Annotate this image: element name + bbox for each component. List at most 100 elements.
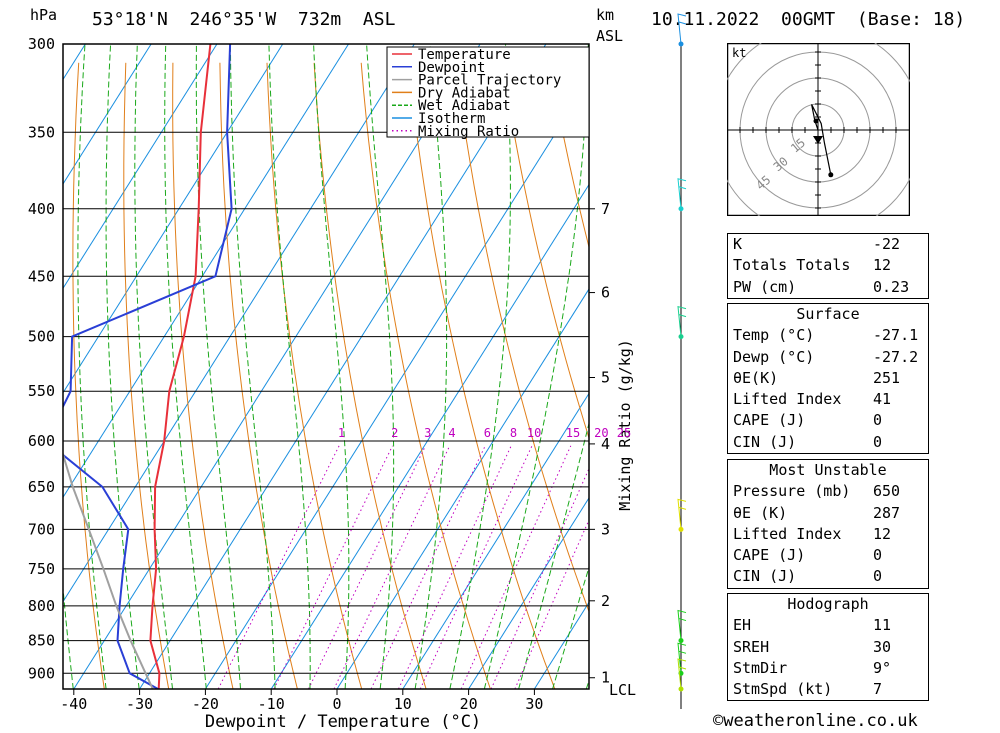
wet-adiabat-line	[449, 44, 511, 689]
pressure-tick-label: 400	[28, 200, 55, 218]
hodograph-stat-label: StmSpd (kt)	[733, 680, 833, 699]
hodograph-stat-value: 9°	[873, 658, 892, 677]
legend-entry: Parcel Trajectory	[418, 73, 561, 89]
pressure-tick-label: 850	[28, 632, 55, 650]
isotherm-line	[63, 44, 284, 394]
isotherm-line	[336, 288, 589, 689]
isotherm-line	[63, 44, 349, 499]
wind-barb-icon	[677, 498, 687, 530]
km-tick-label: 6	[601, 284, 610, 302]
plot-frame	[62, 43, 590, 690]
wind-barb-icon	[677, 178, 687, 209]
index-value: -22	[873, 235, 901, 253]
pressure-tick-label: 900	[28, 664, 55, 682]
most-unstable-row: CAPE (J) 0	[728, 545, 928, 566]
km-tick-label: 1	[601, 669, 610, 687]
most-unstable-row: θE (K) 287	[728, 503, 928, 524]
most-unstable-value: 650	[873, 482, 901, 501]
surface-table: Surface Temp (°C) -27.1 Dewp (°C) -27.2 θE(K)…	[727, 303, 929, 455]
hodograph-stat-row: EH 11	[728, 615, 928, 636]
mixing-ratio-label: 25	[617, 426, 631, 440]
dry-adiabat-line	[123, 62, 170, 689]
most-unstable-value: 0	[873, 546, 883, 565]
wet-adiabat-line	[195, 44, 241, 689]
wind-profile	[677, 13, 687, 709]
most-unstable-row: CIN (J) 0	[728, 566, 928, 587]
surface-label: CAPE (J)	[733, 411, 806, 430]
surface-label: CIN (J)	[733, 432, 797, 451]
location-title: 53°18'N 246°35'W 732m ASL	[92, 9, 396, 30]
isotherm-line	[63, 44, 415, 603]
most-unstable-row: Lifted Index 12	[728, 524, 928, 545]
wet-adiabat-line	[164, 44, 207, 689]
surface-value: 0	[873, 432, 883, 451]
x-tick-label: -30	[126, 695, 153, 713]
isotherm-line	[0, 44, 20, 689]
storm-motion-icon	[813, 136, 823, 144]
hodograph-stat-label: SREH	[733, 637, 770, 656]
index-row: PW (cm) 0.23	[728, 277, 928, 298]
hodograph-unit-label: kt	[732, 46, 746, 60]
km-tick-label: 4	[601, 435, 610, 453]
most-unstable-label: CIN (J)	[733, 567, 797, 586]
pressure-tick-label: 450	[28, 267, 55, 285]
surface-label: Temp (°C)	[733, 326, 815, 345]
chart-axes: 300350400450500550600650700750800850900-…	[28, 35, 636, 732]
mixing-ratio-label: 4	[448, 426, 455, 440]
x-tick-label: 20	[460, 695, 478, 713]
indices-table: K -22 Totals Totals 12 PW (cm) 0.23	[727, 233, 929, 299]
mixing-ratio-label: 3	[424, 426, 431, 440]
wet-adiabat-line	[134, 44, 173, 689]
pressure-tick-label: 750	[28, 560, 55, 578]
wet-adiabat-line	[63, 582, 74, 689]
isotherm-line	[270, 183, 589, 689]
dry-adiabat-line	[313, 62, 427, 689]
surface-row: θE(K) 251	[728, 368, 928, 389]
x-tick-label: -40	[60, 695, 87, 713]
index-label: K	[733, 235, 743, 253]
index-label: Totals Totals	[733, 256, 851, 275]
dewpoint-line	[63, 44, 233, 689]
hodograph-stat-row: SREH 30	[728, 637, 928, 658]
surface-row: CAPE (J) 0	[728, 410, 928, 431]
surface-value: 251	[873, 368, 901, 387]
mixing-ratio-axis-label: Mixing Ratio (g/kg)	[616, 339, 634, 511]
legend-entry: Dry Adiabat	[418, 85, 511, 101]
x-axis-label: Dewpoint / Temperature (°C)	[205, 712, 481, 732]
dry-adiabat-line	[172, 62, 234, 689]
x-tick-label: 30	[525, 695, 543, 713]
chart-series	[63, 44, 233, 689]
most-unstable-value: 0	[873, 567, 883, 586]
mixing-ratio-line	[419, 445, 533, 689]
legend-entry: Mixing Ratio	[418, 124, 519, 140]
dry-adiabat-line	[407, 62, 556, 689]
wet-adiabat-line	[77, 44, 107, 689]
hodograph-stat-value: 30	[873, 637, 892, 656]
wet-adiabat-line	[229, 44, 276, 689]
wet-adiabat-line	[483, 44, 589, 689]
mixing-ratio-line	[217, 445, 340, 689]
wet-adiabat-line	[366, 44, 395, 689]
mixing-ratio-label: 10	[527, 426, 541, 440]
x-tick-label: -10	[258, 695, 285, 713]
hodograph-table: Hodograph EH 11 SREH 30 StmDir 9° StmSpd (kt) 7	[727, 593, 929, 702]
wet-adiabat-line	[105, 44, 140, 689]
most-unstable-title: Most Unstable	[769, 461, 887, 479]
hodograph-stat-row: StmSpd (kt) 7	[728, 679, 928, 700]
isotherm-line	[402, 392, 589, 689]
km-tick-label: 7	[601, 200, 610, 218]
wet-adiabat-line	[518, 421, 589, 689]
x-tick-label: 10	[394, 695, 412, 713]
lcl-label: LCL	[609, 681, 636, 699]
surface-row: Dewp (°C) -27.2	[728, 347, 928, 368]
isotherm-line	[63, 44, 218, 290]
surface-value: 41	[873, 390, 892, 409]
hodograph-stat-value: 11	[873, 616, 892, 635]
mixing-ratio-label: 2	[391, 426, 398, 440]
surface-value: -27.2	[873, 347, 919, 366]
index-row: K -22	[728, 234, 928, 255]
isotherm-line	[468, 496, 589, 689]
dry-adiabat-line	[20, 63, 40, 689]
surface-value: -27.1	[873, 326, 919, 345]
